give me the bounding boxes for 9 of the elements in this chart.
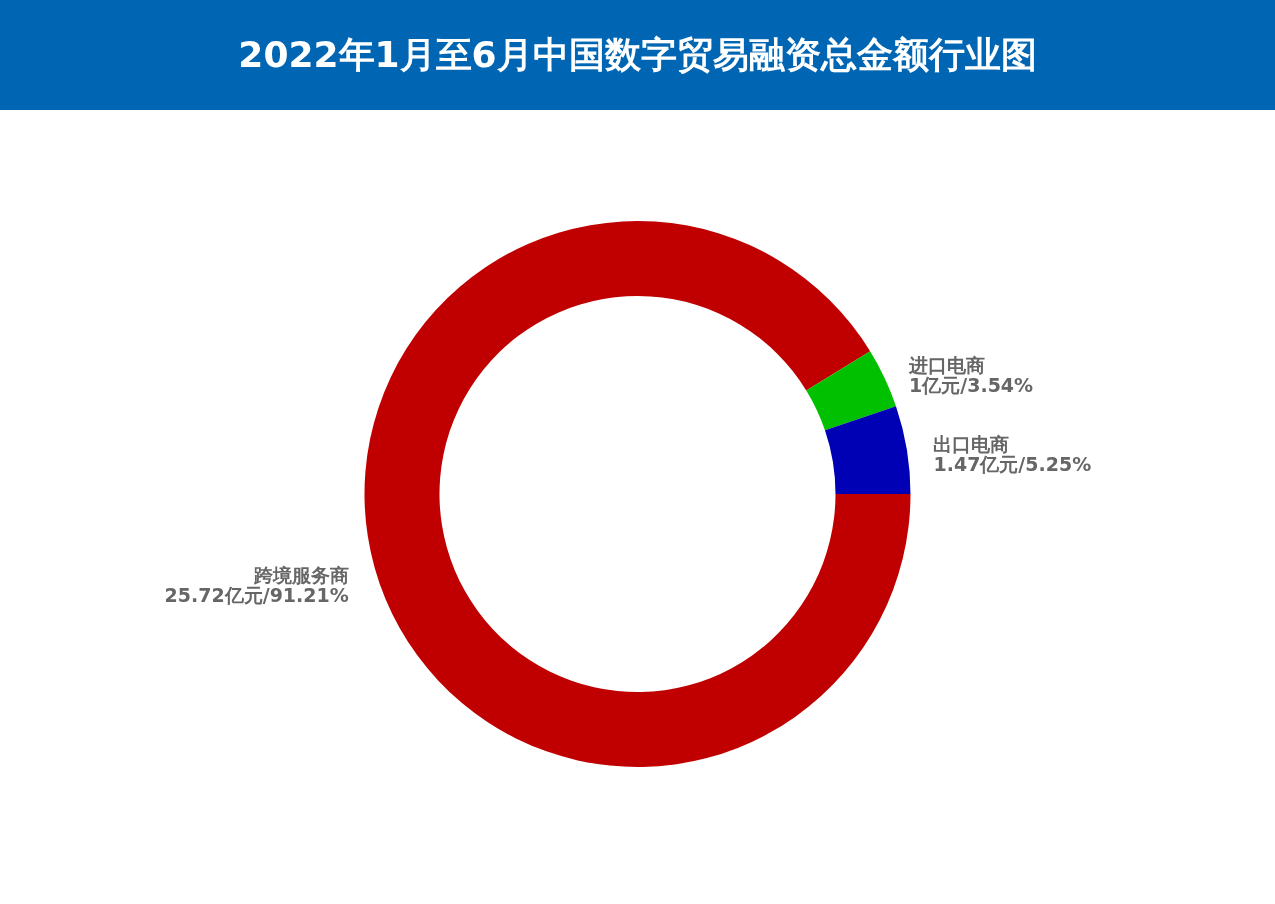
data-label: 1.47亿元/5.25% — [933, 453, 1092, 476]
donut-slice — [824, 406, 911, 494]
slice-label: 进口电商 — [908, 354, 986, 377]
data-label: 1亿元/3.54% — [909, 374, 1034, 397]
slice-label: 出口电商 — [933, 433, 1010, 456]
chart-title: 2022年1月至6月中国数字贸易融资总金额行业图 — [0, 0, 1275, 110]
donut-slice — [806, 351, 896, 431]
slice-label: 跨境服务商 — [252, 563, 349, 586]
donut-slice — [364, 221, 911, 767]
